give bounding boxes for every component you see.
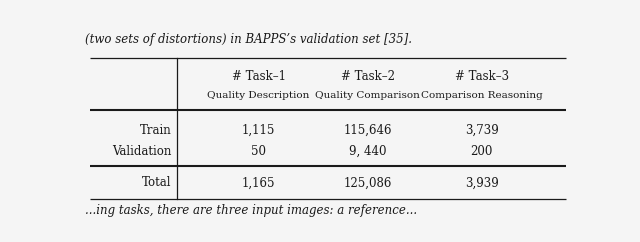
Text: 1,115: 1,115: [242, 124, 275, 137]
Text: 3,739: 3,739: [465, 124, 499, 137]
Text: 115,646: 115,646: [344, 124, 392, 137]
Text: Validation: Validation: [113, 144, 172, 158]
Text: 200: 200: [470, 144, 493, 158]
Text: Quality Comparison: Quality Comparison: [316, 91, 420, 100]
Text: # Task–3: # Task–3: [454, 70, 509, 83]
Text: 9, 440: 9, 440: [349, 144, 387, 158]
Text: 3,939: 3,939: [465, 176, 499, 189]
Text: # Task–2: # Task–2: [340, 70, 395, 83]
Text: Comparison Reasoning: Comparison Reasoning: [421, 91, 543, 100]
Text: 1,165: 1,165: [242, 176, 275, 189]
Text: Train: Train: [140, 124, 172, 137]
Text: ...ing tasks, there are three input images: a reference...: ...ing tasks, there are three input imag…: [85, 204, 417, 217]
Text: # Task–1: # Task–1: [232, 70, 285, 83]
Text: 50: 50: [251, 144, 266, 158]
Text: Quality Description: Quality Description: [207, 91, 310, 100]
Text: (two sets of distortions) in BAPPS’s validation set [35].: (two sets of distortions) in BAPPS’s val…: [85, 33, 412, 46]
Text: Total: Total: [142, 176, 172, 189]
Text: 125,086: 125,086: [344, 176, 392, 189]
